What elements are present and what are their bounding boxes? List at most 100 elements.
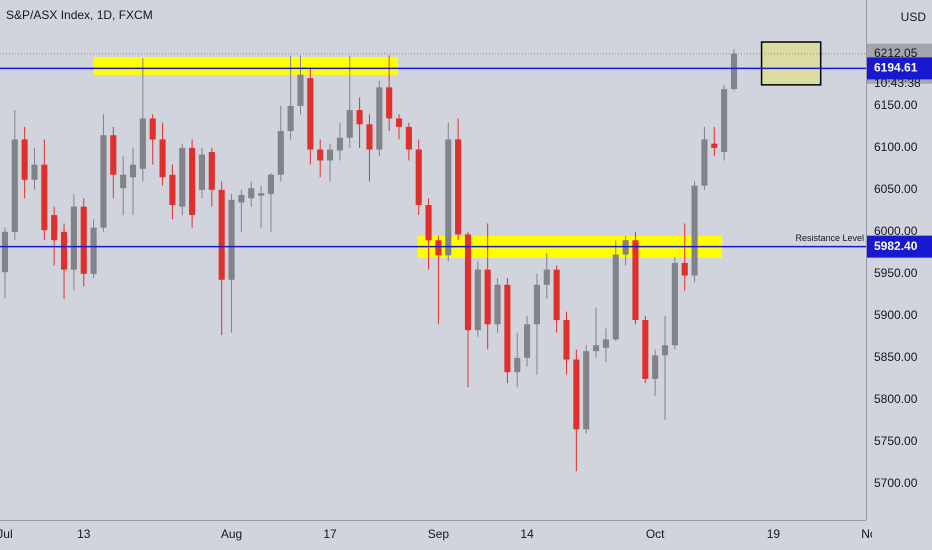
candle-body	[277, 131, 284, 175]
candle-body	[543, 269, 550, 285]
candle-body	[70, 206, 77, 270]
candle-body	[366, 124, 373, 150]
y-tick-label: 5700.00	[874, 476, 918, 490]
candle-body	[435, 240, 442, 256]
line-annotation: Resistance Level	[795, 233, 864, 243]
x-tick-label: Oct	[646, 527, 665, 541]
candle-body	[592, 345, 600, 352]
candle-body	[228, 199, 235, 280]
candle-body	[681, 262, 688, 276]
price-label: 5982.40	[874, 239, 918, 253]
y-tick-label: 6000.00	[874, 224, 918, 238]
x-tick-label: Aug	[221, 527, 242, 541]
candle-body	[632, 240, 639, 321]
candle-body	[120, 174, 127, 189]
candle-body	[149, 118, 156, 140]
candle-body	[139, 118, 146, 169]
candle-body	[258, 193, 265, 196]
zone	[760, 41, 822, 86]
candle-body	[563, 320, 570, 360]
x-tick-label: 13	[77, 527, 91, 541]
candle-body	[494, 284, 501, 325]
candle-body	[474, 269, 481, 331]
candle-body	[159, 139, 166, 178]
candle-body	[189, 147, 196, 216]
candle-body	[248, 188, 255, 199]
candle-body	[395, 118, 403, 127]
candle-body	[90, 227, 97, 274]
candle-body	[287, 105, 294, 132]
y-tick-label: 6150.00	[874, 98, 918, 112]
candle-body	[425, 204, 432, 241]
price-label-box	[867, 57, 932, 80]
candle-body	[721, 89, 728, 153]
candle-body	[169, 174, 176, 205]
candle-body	[60, 231, 68, 270]
y-tick-label: 5800.00	[874, 392, 918, 406]
candle-body	[51, 215, 58, 241]
candle-body	[376, 87, 383, 150]
candle-body	[100, 135, 107, 228]
y-tick-label: 5900.00	[874, 308, 918, 322]
candle-body	[179, 147, 186, 207]
candle-body	[514, 357, 521, 373]
candle-body	[455, 139, 462, 235]
x-tick-label: 14	[520, 527, 534, 541]
candle-body	[415, 149, 422, 205]
candle-body	[652, 355, 659, 379]
candle-body	[445, 139, 452, 256]
last-price-label: 6212.05	[874, 46, 918, 60]
currency-label: USD	[901, 10, 927, 24]
candle-body	[297, 74, 304, 106]
candle-body	[307, 78, 314, 150]
candle-body	[41, 164, 48, 231]
candle-body	[602, 339, 609, 348]
axis-corner	[872, 521, 932, 550]
candle-body	[317, 149, 324, 161]
candle-body	[642, 320, 649, 379]
candle-body	[267, 174, 274, 195]
candle-body	[405, 126, 412, 150]
candle-body	[31, 164, 38, 180]
candle-body	[484, 269, 491, 325]
candle-body	[356, 110, 363, 125]
candle-body	[622, 240, 629, 255]
candle-body	[21, 139, 28, 180]
countdown-label: 10:43:38	[874, 76, 921, 90]
candle-body	[701, 139, 708, 186]
candle-body	[524, 324, 531, 358]
candle-body	[573, 359, 580, 430]
candle-body	[198, 154, 206, 190]
candle-body	[671, 262, 678, 346]
y-tick-label: 6100.00	[874, 140, 918, 154]
x-tick-label: 17	[323, 527, 337, 541]
candle-body	[691, 185, 698, 276]
candle-body	[11, 139, 18, 232]
candle-body	[110, 135, 117, 175]
candle-body	[533, 284, 540, 325]
price-label-box	[867, 235, 932, 258]
y-tick-label: 5750.00	[874, 434, 918, 448]
candle-body	[553, 269, 560, 321]
candle-body	[238, 194, 245, 203]
chart-title: S&P/ASX Index, 1D, FXCM	[6, 8, 153, 22]
candle-body	[326, 149, 334, 161]
x-tick-label: 19	[767, 527, 781, 541]
price-label: 6194.61	[874, 61, 918, 75]
candle-body	[129, 164, 137, 178]
candle-body	[336, 137, 343, 151]
candle-body	[346, 110, 353, 138]
candle-body	[208, 152, 215, 190]
candle-body	[711, 143, 718, 148]
candle-body	[218, 189, 225, 280]
candle-body	[1, 231, 8, 273]
candle-body	[386, 87, 393, 119]
zone	[93, 57, 399, 75]
x-tick-label: Jul	[0, 527, 13, 541]
y-tick-label: 5950.00	[874, 266, 918, 280]
candle-body	[504, 284, 511, 373]
y-tick-label: 6050.00	[874, 182, 918, 196]
candle-body	[730, 53, 738, 90]
